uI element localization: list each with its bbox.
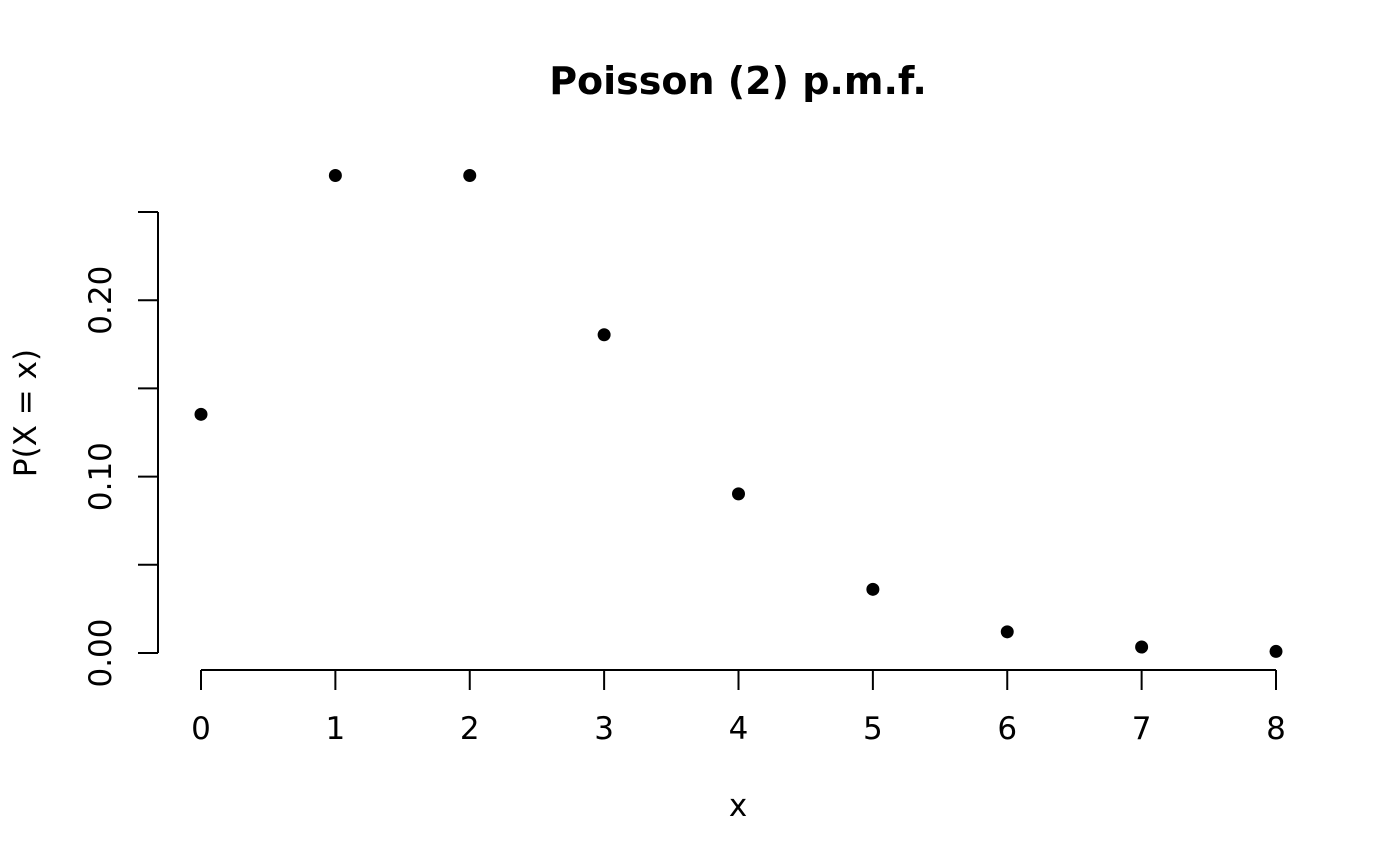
data-point: [463, 168, 477, 182]
x-tick-label: 0: [191, 711, 211, 747]
x-axis-label: x: [729, 788, 747, 824]
x-axis: 0 1 2 3 4 5 6 7 8: [191, 669, 1286, 747]
chart-title: Poisson (2) p.m.f.: [549, 59, 927, 103]
x-tick-label: 5: [863, 711, 883, 747]
y-tick-label: 0.20: [83, 266, 119, 335]
data-point: [1269, 644, 1283, 658]
x-tick-label: 1: [326, 711, 346, 747]
y-tick-label: 0.10: [83, 442, 119, 511]
data-point: [328, 168, 342, 182]
data-point: [732, 487, 745, 501]
x-tick-label: 7: [1132, 711, 1152, 747]
x-tick-label: 2: [460, 711, 480, 747]
x-tick-label: 6: [997, 711, 1017, 747]
y-axis: 0.00 0.10 0.20: [83, 211, 159, 688]
x-tick-label: 3: [594, 711, 614, 747]
data-point: [1000, 625, 1014, 639]
data-point: [597, 328, 611, 342]
y-axis-label: P(X = x): [8, 349, 44, 477]
x-tick-label: 8: [1266, 711, 1286, 747]
data-point: [866, 582, 880, 596]
data-point: [194, 407, 208, 421]
y-tick-label: 0.00: [83, 618, 119, 687]
x-tick-label: 4: [729, 711, 749, 747]
data-points: [194, 168, 1283, 658]
data-point: [1135, 640, 1149, 654]
